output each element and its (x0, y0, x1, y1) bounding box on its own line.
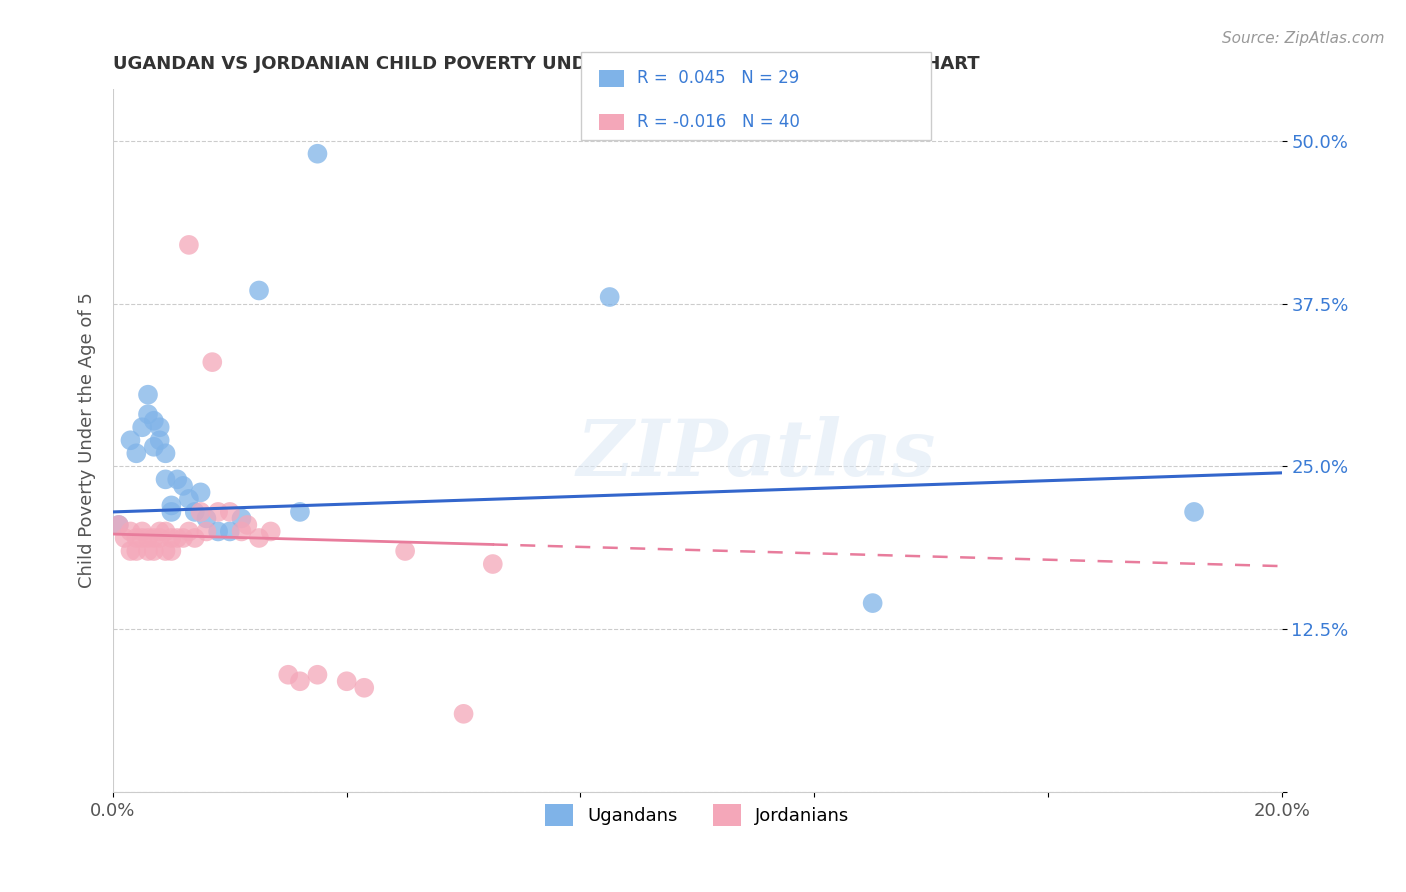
Point (195, 524, 218, 539)
Point (142, 440, 165, 454)
Point (599, 290, 621, 304)
Point (453, 706, 475, 721)
Point (394, 544, 416, 558)
Text: UGANDAN VS JORDANIAN CHILD POVERTY UNDER THE AGE OF 5 CORRELATION CHART: UGANDAN VS JORDANIAN CHILD POVERTY UNDER… (112, 55, 980, 73)
Point (136, 387, 159, 401)
Point (862, 596, 884, 610)
Point (307, 667, 329, 681)
Point (190, 505, 212, 519)
Point (207, 505, 229, 519)
Point (155, 524, 177, 539)
Point (136, 531, 159, 545)
Point (288, 505, 311, 519)
Point (172, 531, 194, 545)
Point (142, 414, 165, 428)
Point (231, 511, 253, 525)
Point (177, 491, 200, 506)
Point (218, 524, 240, 539)
Text: ZIPatlas: ZIPatlas (576, 416, 935, 492)
Text: Source: ZipAtlas.com: Source: ZipAtlas.com (1222, 31, 1385, 46)
Point (120, 434, 142, 448)
Point (149, 420, 172, 434)
Point (166, 531, 188, 545)
Point (107, 518, 129, 533)
Point (160, 531, 183, 545)
Point (155, 472, 177, 486)
Point (195, 511, 218, 525)
Point (218, 505, 240, 519)
Point (107, 518, 129, 533)
Point (172, 479, 194, 493)
Point (160, 505, 183, 519)
Point (190, 485, 212, 500)
Point (231, 524, 253, 539)
Point (131, 531, 153, 545)
Point (201, 355, 224, 369)
Point (177, 238, 200, 252)
Point (149, 524, 172, 539)
Point (177, 524, 200, 539)
Point (136, 544, 159, 558)
Point (149, 434, 172, 448)
Point (353, 681, 375, 695)
Point (336, 674, 359, 689)
Point (155, 446, 177, 460)
Point (307, 146, 329, 161)
Point (142, 544, 165, 558)
Point (184, 531, 207, 545)
Point (120, 524, 142, 539)
Point (155, 544, 177, 558)
Point (184, 505, 207, 519)
Point (247, 531, 270, 545)
Point (131, 524, 153, 539)
Point (114, 531, 136, 545)
Point (136, 407, 159, 421)
Point (149, 531, 172, 545)
Point (288, 674, 311, 689)
Point (142, 531, 165, 545)
Point (160, 544, 183, 558)
Point (481, 557, 503, 571)
Point (236, 518, 259, 533)
Point (125, 446, 148, 460)
Point (131, 420, 153, 434)
Point (277, 667, 299, 681)
Text: R = -0.016   N = 40: R = -0.016 N = 40 (637, 113, 800, 131)
Legend: Ugandans, Jordanians: Ugandans, Jordanians (538, 797, 856, 834)
Point (125, 531, 148, 545)
Point (120, 544, 142, 558)
Y-axis label: Child Poverty Under the Age of 5: Child Poverty Under the Age of 5 (79, 293, 96, 588)
Text: R =  0.045   N = 29: R = 0.045 N = 29 (637, 70, 799, 87)
Point (125, 544, 148, 558)
Point (207, 524, 229, 539)
Point (247, 284, 270, 298)
Point (166, 472, 188, 486)
Point (1182, 505, 1205, 519)
Point (160, 499, 183, 513)
Point (260, 524, 283, 539)
